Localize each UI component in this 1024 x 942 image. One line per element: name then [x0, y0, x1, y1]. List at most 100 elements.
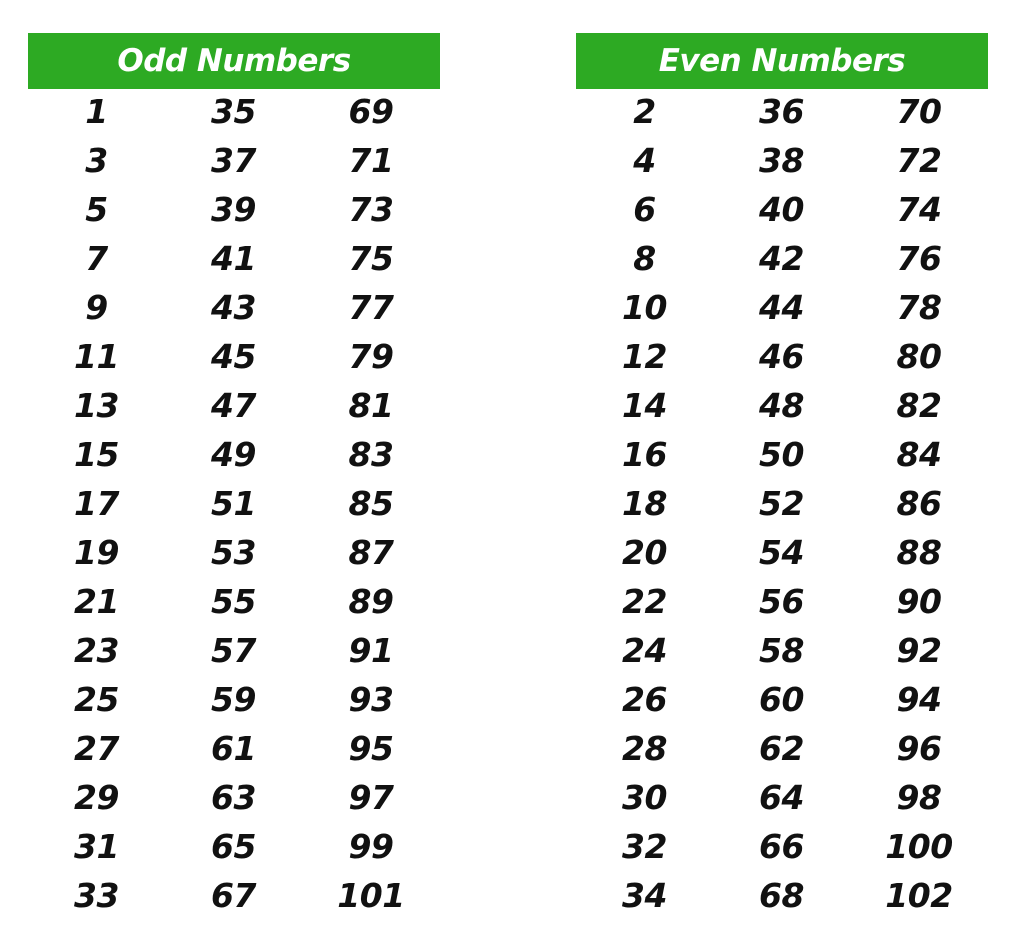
even-number-cell: 72	[896, 141, 942, 180]
odd-number-cell: 15	[74, 435, 119, 474]
even-number-cell: 56	[759, 582, 804, 621]
odd-number-cell: 77	[348, 288, 394, 327]
odd-number-cell: 75	[348, 239, 394, 278]
odd-number-cell: 19	[74, 533, 119, 572]
odd-number-cell: 11	[74, 337, 119, 376]
even-number-cell: 24	[622, 631, 667, 670]
even-number-cell: 50	[759, 435, 804, 474]
odd-number-cell: 17	[74, 484, 119, 523]
even-number-cell: 102	[885, 876, 953, 915]
odd-number-cell: 65	[211, 827, 256, 866]
even-number-cell: 78	[896, 288, 942, 327]
even-number-cell: 14	[622, 386, 667, 425]
odd-number-cell: 93	[348, 680, 394, 719]
odd-number-cell: 81	[348, 386, 394, 425]
even-number-cell: 58	[759, 631, 804, 670]
even-number-cell: 44	[759, 288, 804, 327]
odd-number-cell: 91	[348, 631, 394, 670]
odd-number-cell: 5	[85, 190, 108, 229]
odd-number-cell: 99	[348, 827, 394, 866]
odd-number-cell: 53	[211, 533, 256, 572]
even-number-cell: 94	[896, 680, 942, 719]
even-number-cell: 40	[759, 190, 804, 229]
even-number-cell: 86	[896, 484, 942, 523]
even-number-cell: 84	[896, 435, 942, 474]
odd-number-cell: 43	[211, 288, 256, 327]
even-number-cell: 28	[622, 729, 667, 768]
even-number-cell: 46	[759, 337, 804, 376]
even-number-cell: 48	[759, 386, 804, 425]
odd-number-cell: 45	[211, 337, 256, 376]
even-number-cell: 68	[759, 876, 804, 915]
even-number-cell: 34	[622, 876, 667, 915]
even-number-cell: 38	[759, 141, 804, 180]
even-number-cell: 80	[896, 337, 942, 376]
even-number-cell: 52	[759, 484, 804, 523]
even-number-cell: 54	[759, 533, 804, 572]
odd-number-cell: 57	[211, 631, 256, 670]
odd-number-cell: 39	[211, 190, 256, 229]
even-number-cell: 26	[622, 680, 667, 719]
odd-number-cell: 1	[85, 92, 108, 131]
even-number-cell: 10	[622, 288, 667, 327]
even-number-cell: 90	[896, 582, 942, 621]
odd-number-cell: 55	[211, 582, 256, 621]
even-number-cell: 32	[622, 827, 667, 866]
even-number-cell: 96	[896, 729, 942, 768]
odd-number-cell: 89	[348, 582, 394, 621]
odd-number-cell: 95	[348, 729, 394, 768]
odd-number-cell: 63	[211, 778, 256, 817]
odd-numbers-panel: Odd Numbers 1 35 69 3 37 71 5 39 73 7 41 75 9 43 77 11 4…	[28, 33, 440, 920]
even-number-cell: 92	[896, 631, 942, 670]
odd-number-cell: 61	[211, 729, 256, 768]
even-number-cell: 98	[896, 778, 942, 817]
even-numbers-grid: 2 36 70 4 38 72 6 40 74 8 42 76 10 44 78 12 46 80 14 48 82 16…	[576, 87, 988, 920]
even-number-cell: 2	[633, 92, 656, 131]
even-number-cell: 22	[622, 582, 667, 621]
odd-number-cell: 79	[348, 337, 394, 376]
even-number-cell: 6	[633, 190, 656, 229]
odd-number-cell: 101	[337, 876, 405, 915]
odd-numbers-header: Odd Numbers	[28, 33, 440, 89]
even-number-cell: 18	[622, 484, 667, 523]
odd-number-cell: 33	[74, 876, 119, 915]
even-number-cell: 60	[759, 680, 804, 719]
even-numbers-title: Even Numbers	[658, 43, 906, 79]
odd-number-cell: 47	[211, 386, 256, 425]
odd-number-cell: 83	[348, 435, 394, 474]
odd-number-cell: 71	[348, 141, 394, 180]
even-numbers-header: Even Numbers	[576, 33, 988, 89]
even-number-cell: 100	[885, 827, 953, 866]
odd-number-cell: 37	[211, 141, 256, 180]
odd-number-cell: 7	[85, 239, 108, 278]
even-number-cell: 88	[896, 533, 942, 572]
even-number-cell: 20	[622, 533, 667, 572]
odd-number-cell: 13	[74, 386, 119, 425]
odd-number-cell: 59	[211, 680, 256, 719]
odd-number-cell: 97	[348, 778, 394, 817]
even-number-cell: 66	[759, 827, 804, 866]
odd-number-cell: 49	[211, 435, 256, 474]
even-number-cell: 70	[896, 92, 942, 131]
even-number-cell: 62	[759, 729, 804, 768]
odd-number-cell: 51	[211, 484, 256, 523]
odd-number-cell: 21	[74, 582, 119, 621]
odd-number-cell: 23	[74, 631, 119, 670]
even-number-cell: 4	[633, 141, 656, 180]
odd-numbers-grid: 1 35 69 3 37 71 5 39 73 7 41 75 9 43 77 11 45 79 13 47 81 15 4…	[28, 87, 440, 920]
even-number-cell: 76	[896, 239, 942, 278]
even-number-cell: 64	[759, 778, 804, 817]
odd-number-cell: 69	[348, 92, 394, 131]
even-number-cell: 74	[896, 190, 942, 229]
odd-number-cell: 87	[348, 533, 394, 572]
odd-number-cell: 31	[74, 827, 119, 866]
even-number-cell: 8	[633, 239, 656, 278]
odd-number-cell: 41	[211, 239, 256, 278]
odd-number-cell: 85	[348, 484, 394, 523]
even-number-cell: 12	[622, 337, 667, 376]
even-number-cell: 16	[622, 435, 667, 474]
even-number-cell: 42	[759, 239, 804, 278]
odd-number-cell: 29	[74, 778, 119, 817]
even-number-cell: 82	[896, 386, 942, 425]
even-numbers-panel: Even Numbers 2 36 70 4 38 72 6 40 74 8 42 76 10 44 78 1…	[576, 33, 988, 920]
